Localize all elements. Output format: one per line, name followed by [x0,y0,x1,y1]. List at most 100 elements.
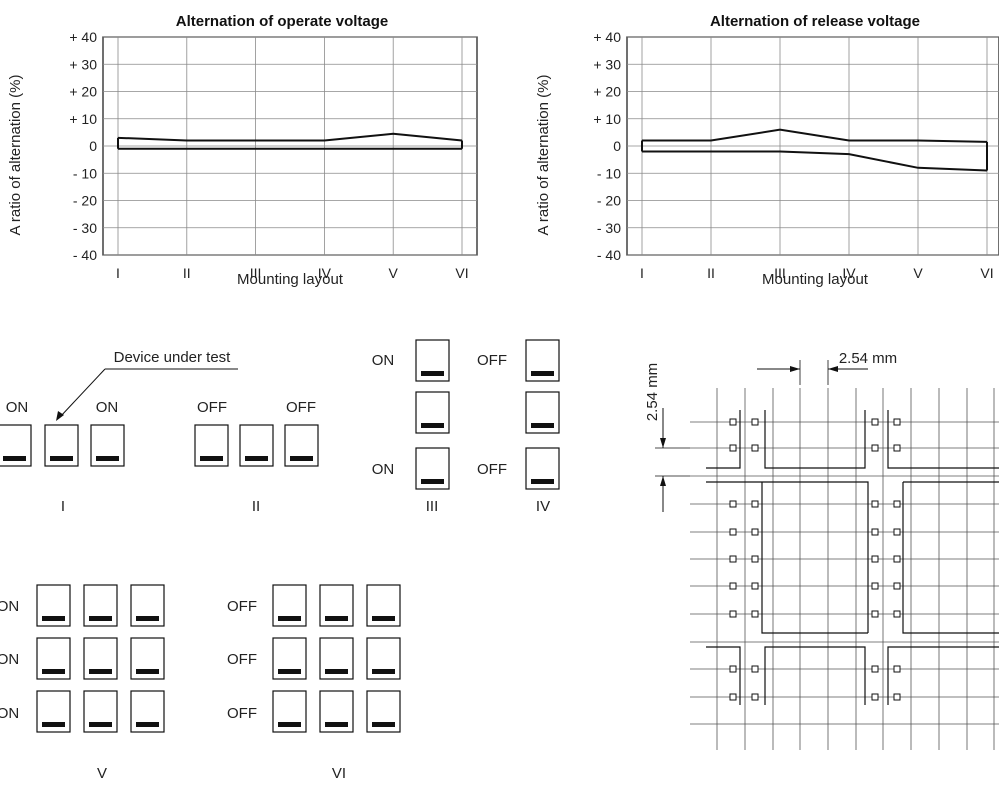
y-axis-label: A ratio of alternation (%) [535,75,552,236]
relay-footprint-outline [764,646,866,705]
relay-footprint-outline [887,646,999,705]
relay-box [366,637,401,680]
y-tick-label: + 20 [69,84,97,100]
x-tick-label: IV [842,265,856,281]
layout-V-label-2: ON [0,651,19,668]
series-line-upper [117,132,463,142]
pcb-pad [871,444,879,452]
relay-pin-bar [531,371,554,376]
layout-V: ON ON ON V [0,598,107,782]
relay-pin-bar [89,669,112,674]
y-tick-label: - 40 [73,247,97,263]
relay-box [272,690,307,733]
relay-box [415,391,450,434]
layout-VI-label-1: OFF [227,598,257,615]
x-tick-label: I [116,265,120,281]
relay-box [130,690,165,733]
layout-II-roman: II [252,498,260,515]
relay-pin-bar [200,456,223,461]
layout-II-right-label: OFF [286,399,316,416]
relay-pin-bar [278,669,301,674]
layout-III-bottom-label: ON [372,461,395,478]
relay-pin-bar [136,722,159,727]
relay-box [525,447,560,490]
x-tick-label: II [707,265,715,281]
pcb-pad [729,444,737,452]
relay-pin-bar [278,616,301,621]
dim-arrowhead-top [660,438,666,448]
callout-arrowhead [56,411,64,421]
relay-pin-bar [372,616,395,621]
pcb-pad [729,693,737,701]
x-tick-label: III [774,265,786,281]
pcb-pad [871,610,879,618]
layout-III-roman: III [426,498,439,515]
pcb-pad [893,528,901,536]
relay-pin-bar [278,722,301,727]
relay-box [415,447,450,490]
pitch-vertical-label: 2.54 mm [644,363,661,421]
y-tick-label: + 10 [69,111,97,127]
relay-box [194,424,229,467]
pcb-grid [690,388,999,750]
relay-pin-bar [325,616,348,621]
relay-pin-bar [421,423,444,428]
y-tick-label: - 30 [597,220,621,236]
pcb-pad [751,418,759,426]
pcb-pad [893,418,901,426]
layout-II: OFF OFF II [197,399,316,515]
relay-footprint-outline [706,481,869,633]
pcb-pad [729,418,737,426]
pcb-pad [893,665,901,673]
pcb-pad [893,693,901,701]
relay-box [272,584,307,627]
pcb-pad [871,555,879,563]
device-under-test-label: Device under test [114,349,232,366]
relay-footprint-outline [706,410,741,469]
layout-VI-roman: VI [332,765,346,782]
pcb-pad [893,582,901,590]
relay-box [525,339,560,382]
x-tick-label: IV [318,265,332,281]
relay-pin-bar [136,616,159,621]
layout-VI-label-2: OFF [227,651,257,668]
layout-I-left-label: ON [6,399,29,416]
y-tick-label: - 30 [73,220,97,236]
dim-arrowhead-right [828,366,838,372]
relay-footprint-outline [887,410,999,469]
grid [102,36,478,256]
pcb-pad [729,555,737,563]
relay-box [90,424,125,467]
pcb-pad [751,610,759,618]
relay-box [83,584,118,627]
x-axis-label: Mounting layout [237,271,344,288]
pcb-pad [751,582,759,590]
x-tick-label: VI [455,265,468,281]
chart-title: Alternation of operate voltage [176,13,389,30]
tick-labels: + 40+ 30+ 20+ 100- 10- 20- 30- 40I II III I… [593,29,993,281]
relay-box [44,424,79,467]
y-tick-label: - 40 [597,247,621,263]
y-tick-label: 0 [613,138,621,154]
relay-box [366,584,401,627]
y-tick-label: - 20 [73,193,97,209]
layout-VI: OFF OFF OFF VI [227,598,346,782]
series-line-upper [642,128,988,143]
pcb-pad [729,665,737,673]
relay-pin-bar [96,456,119,461]
relay-pin-bar [531,479,554,484]
pcb-pad [871,665,879,673]
pcb-pad [729,500,737,508]
relay-box [415,339,450,382]
pcb-pad [893,444,901,452]
dim-arrowhead-bottom [660,476,666,486]
layout-VI-label-3: OFF [227,705,257,722]
y-axis-label: A ratio of alternation (%) [7,75,24,236]
relay-box [284,424,319,467]
relay-box [319,690,354,733]
x-tick-label: I [640,265,644,281]
y-tick-label: + 40 [593,29,621,45]
relay-pin-bar [42,722,65,727]
